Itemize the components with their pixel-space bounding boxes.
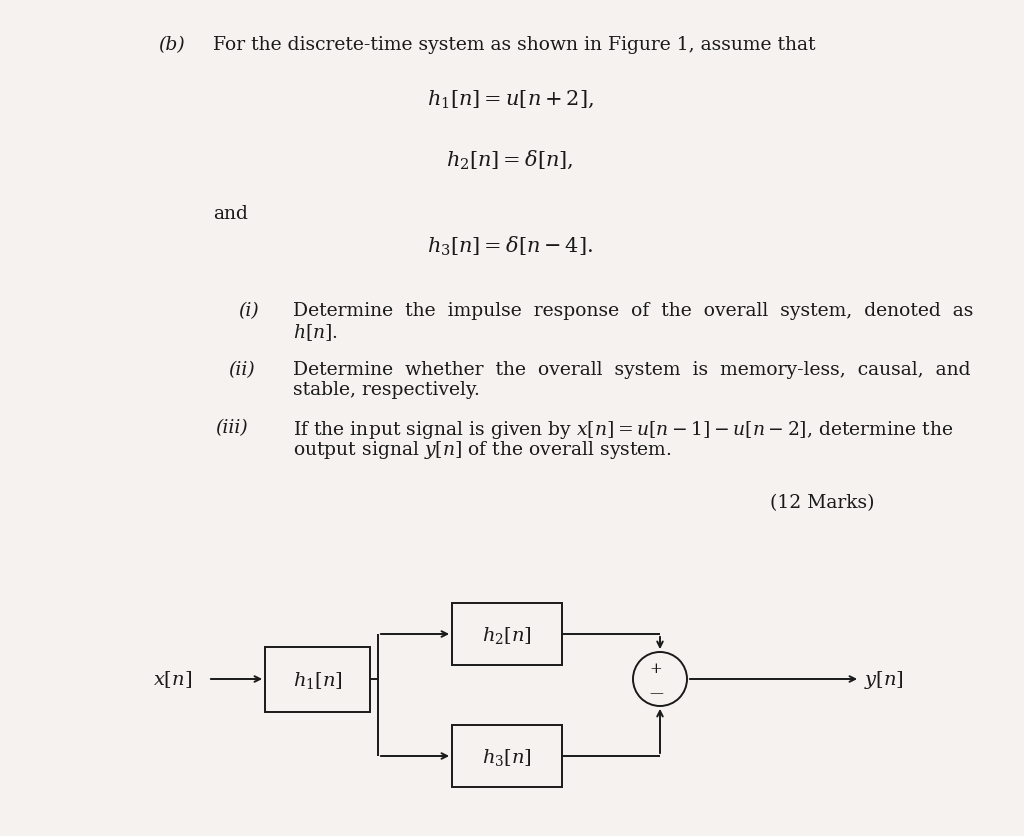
Text: $y[n]$: $y[n]$ — [864, 668, 904, 691]
Text: $x[n]$: $x[n]$ — [153, 669, 193, 690]
Bar — [452, 604, 562, 665]
Text: and: and — [213, 205, 248, 222]
Text: If the input signal is given by $x[n]=u[n-1]-u[n-2]$, determine the: If the input signal is given by $x[n]=u[… — [293, 419, 953, 441]
Text: (iii): (iii) — [215, 419, 248, 436]
Text: $h_1[n]=u[n+2],$: $h_1[n]=u[n+2],$ — [427, 88, 594, 110]
Text: —: — — [649, 686, 663, 699]
Text: +: + — [649, 661, 663, 675]
Text: Determine  whether  the  overall  system  is  memory-less,  causal,  and: Determine whether the overall system is … — [293, 360, 971, 379]
Text: (ii): (ii) — [228, 360, 255, 379]
Text: $h_3[n]$: $h_3[n]$ — [482, 746, 531, 767]
Text: (i): (i) — [238, 302, 259, 319]
Text: $h_2[n]=\delta[n],$: $h_2[n]=\delta[n],$ — [446, 148, 573, 171]
Text: $h[n]$.: $h[n]$. — [293, 322, 338, 343]
Text: (b): (b) — [158, 36, 184, 54]
Text: output signal $y[n]$ of the overall system.: output signal $y[n]$ of the overall syst… — [293, 438, 672, 461]
Ellipse shape — [633, 652, 687, 706]
Text: (12 Marks): (12 Marks) — [770, 493, 874, 512]
Text: $h_3[n]=\delta[n-4].$: $h_3[n]=\delta[n-4].$ — [427, 235, 593, 258]
Bar — [452, 725, 562, 787]
Text: Determine  the  impulse  response  of  the  overall  system,  denoted  as: Determine the impulse response of the ov… — [293, 302, 974, 319]
Text: $h_2[n]$: $h_2[n]$ — [482, 624, 531, 645]
Text: For the discrete-time system as shown in Figure 1, assume that: For the discrete-time system as shown in… — [213, 36, 815, 54]
Text: stable, respectively.: stable, respectively. — [293, 380, 480, 399]
Bar — [265, 647, 370, 712]
Text: $h_1[n]$: $h_1[n]$ — [293, 669, 342, 691]
